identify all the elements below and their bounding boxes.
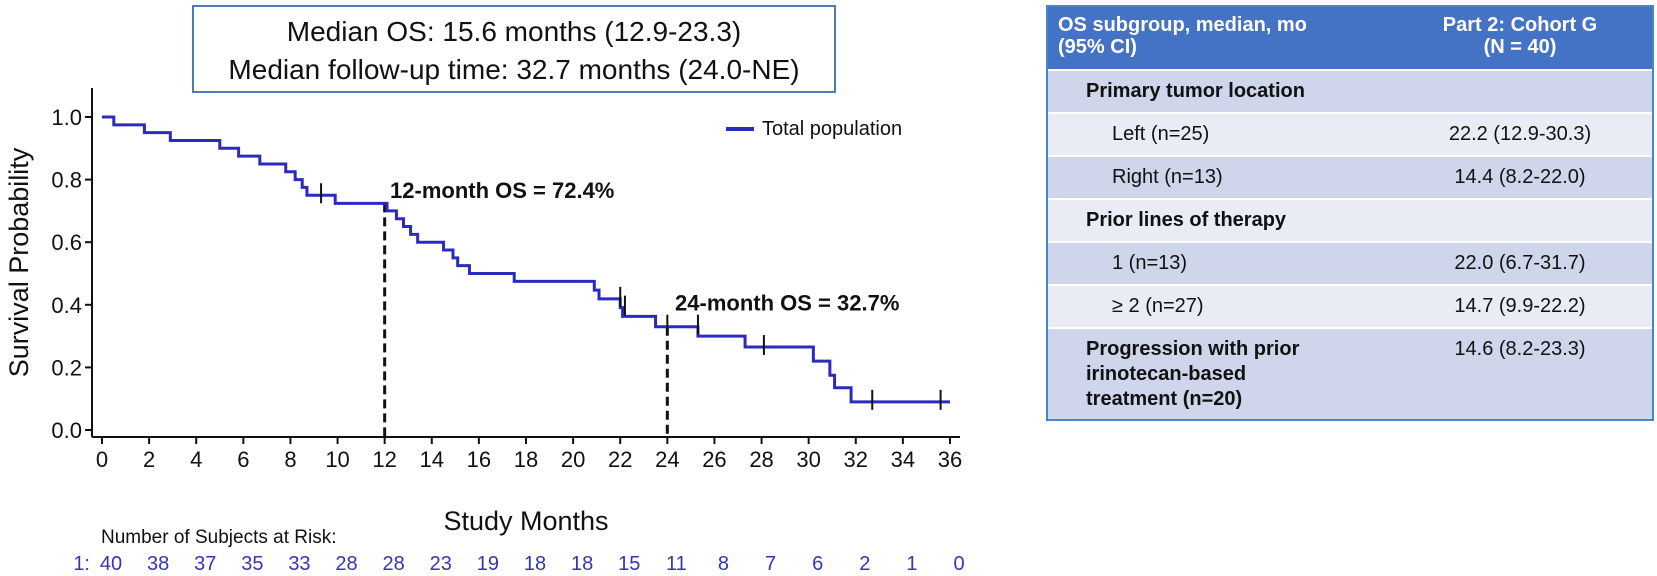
risk-count: 37 — [194, 553, 216, 575]
x-tick-label: 30 — [796, 447, 820, 472]
table-row: Progression with prior irinotecan-based tr… — [1048, 327, 1652, 419]
x-tick-label: 16 — [467, 447, 491, 472]
risk-count: 35 — [241, 553, 263, 575]
x-tick-label: 4 — [190, 447, 202, 472]
table-row: 1 (n=13) 22.0 (6.7-31.7) — [1048, 241, 1652, 284]
risk-count: 7 — [765, 553, 776, 575]
subgroup-table: OS subgroup, median, mo (95% CI) Part 2:… — [1046, 5, 1654, 421]
y-tick-label: 0.6 — [51, 230, 82, 255]
row-label: Progression with prior irinotecan-based tr… — [1048, 337, 1388, 412]
risk-count: 6 — [812, 553, 823, 575]
table-row: Primary tumor location — [1048, 69, 1652, 112]
row-value: 22.0 (6.7-31.7) — [1454, 252, 1586, 274]
table-row: Right (n=13) 14.4 (8.2-22.0) — [1048, 155, 1652, 198]
table-row: Left (n=25) 22.2 (12.9-30.3) — [1048, 112, 1652, 155]
x-tick-label: 24 — [655, 447, 679, 472]
row-label: Prior lines of therapy — [1086, 209, 1287, 231]
row-value: 22.2 (12.9-30.3) — [1448, 123, 1592, 145]
table-header: OS subgroup, median, mo (95% CI) Part 2:… — [1048, 7, 1652, 69]
header-cohort: Part 2: Cohort G (N = 40) — [1388, 14, 1652, 69]
x-tick-label: 18 — [514, 447, 538, 472]
row-label: 1 (n=13) — [1112, 252, 1188, 274]
risk-count: 40 — [100, 553, 122, 575]
x-tick-label: 12 — [372, 447, 396, 472]
header-cohort-line1: Part 2: Cohort G — [1442, 14, 1598, 36]
risk-count: 28 — [335, 553, 357, 575]
header-subgroup: OS subgroup, median, mo (95% CI) — [1048, 14, 1388, 69]
risk-count: 23 — [430, 553, 452, 575]
table-row: ≥ 2 (n=27) 14.7 (9.9-22.2) — [1048, 284, 1652, 327]
x-tick-label: 8 — [284, 447, 296, 472]
x-tick-label: 0 — [96, 447, 108, 472]
y-tick-label: 0.2 — [51, 355, 82, 380]
risk-count: 28 — [383, 553, 405, 575]
risk-count: 1 — [906, 553, 917, 575]
row-label: ≥ 2 (n=27) — [1112, 295, 1204, 317]
x-tick-label: 34 — [891, 447, 915, 472]
risk-row-label: 1: — [73, 553, 90, 575]
x-tick-label: 36 — [938, 447, 962, 472]
x-tick-label: 10 — [325, 447, 349, 472]
y-tick-label: 0.4 — [51, 293, 82, 318]
row-label: Left (n=25) — [1112, 123, 1210, 145]
row-label: Primary tumor location — [1086, 80, 1305, 102]
risk-count: 8 — [718, 553, 729, 575]
risk-count: 19 — [477, 553, 499, 575]
risk-count: 2 — [859, 553, 870, 575]
median-os-text: Median OS: 15.6 months (12.9-23.3) — [286, 16, 742, 47]
y-tick-label: 0.0 — [51, 418, 82, 443]
median-followup-text: Median follow-up time: 32.7 months (24.0… — [228, 54, 800, 85]
row-label-line: irinotecan-based — [1086, 363, 1247, 385]
header-subgroup-line2: (95% CI) — [1058, 36, 1137, 58]
table-body: Primary tumor location Left (n=25) 22.2 (1… — [1048, 69, 1652, 419]
x-tick-label: 28 — [749, 447, 773, 472]
x-tick-label: 2 — [143, 447, 155, 472]
risk-count: 15 — [618, 553, 640, 575]
x-tick-label: 22 — [608, 447, 632, 472]
risk-count: 38 — [147, 553, 169, 575]
risk-count: 18 — [571, 553, 593, 575]
header-cohort-line2: (N = 40) — [1483, 36, 1557, 58]
risk-count: 0 — [953, 553, 964, 575]
summary-box: Median OS: 15.6 months (12.9-23.3) Media… — [192, 5, 836, 93]
x-tick-label: 32 — [844, 447, 868, 472]
row-label-line: Progression with prior — [1086, 338, 1300, 360]
km-chart: 0.00.20.40.60.81.00 2 4 6 8 10 12 14 16 18 20 22 24 2… — [4, 88, 965, 575]
legend-label: Total population — [762, 118, 902, 140]
y-axis-title: Survival Probability — [4, 147, 34, 377]
table-row: Prior lines of therapy — [1048, 198, 1652, 241]
x-tick-label: 26 — [702, 447, 726, 472]
row-label: Right (n=13) — [1112, 166, 1223, 188]
row-value: 14.6 (8.2-23.3) — [1454, 338, 1586, 360]
y-tick-label: 0.8 — [51, 168, 82, 193]
x-tick-label: 6 — [237, 447, 249, 472]
row-value: 14.4 (8.2-22.0) — [1454, 166, 1586, 188]
os-annotation: 24-month OS = 32.7% — [675, 291, 899, 316]
header-subgroup-line1: OS subgroup, median, mo — [1058, 14, 1307, 36]
os-annotation: 12-month OS = 72.4% — [390, 178, 614, 203]
risk-count: 18 — [524, 553, 546, 575]
risk-count: 11 — [666, 553, 687, 575]
risk-count: 33 — [288, 553, 310, 575]
risk-table-title: Number of Subjects at Risk: — [101, 527, 336, 548]
x-tick-label: 20 — [561, 447, 585, 472]
y-tick-label: 1.0 — [51, 105, 82, 130]
row-label-line: treatment (n=20) — [1086, 388, 1243, 410]
row-value: 14.7 (9.9-22.2) — [1454, 295, 1586, 317]
x-axis-title: Study Months — [443, 506, 608, 536]
km-curve — [102, 115, 950, 404]
x-tick-label: 14 — [420, 447, 444, 472]
